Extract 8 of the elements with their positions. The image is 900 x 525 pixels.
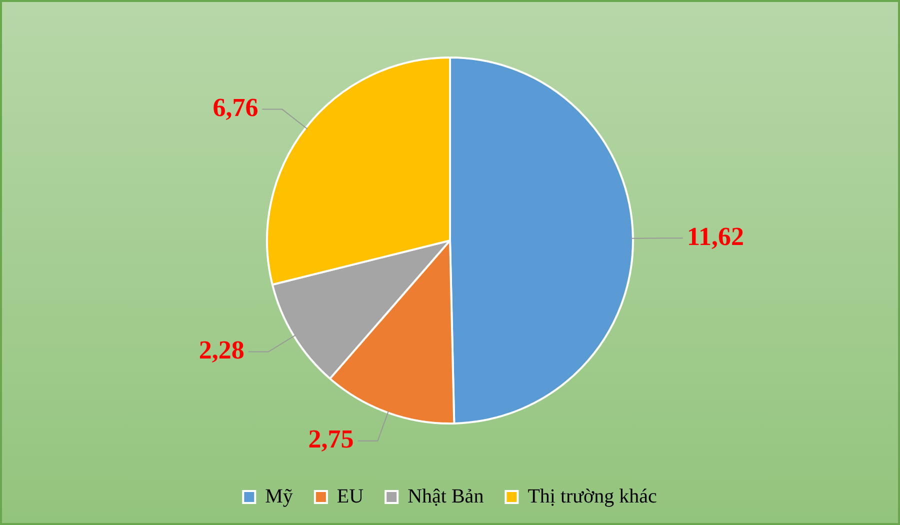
- data-label: 2,75: [308, 424, 354, 454]
- data-label: 2,28: [198, 335, 244, 364]
- data-label: 6,76: [212, 93, 258, 122]
- legend-label: Mỹ: [265, 485, 293, 508]
- data-label: 11,62: [686, 222, 744, 251]
- legend-label: Nhật Bản: [408, 485, 484, 508]
- legend-label: Thị trường khác: [528, 485, 657, 508]
- legend-label: EU: [336, 485, 364, 508]
